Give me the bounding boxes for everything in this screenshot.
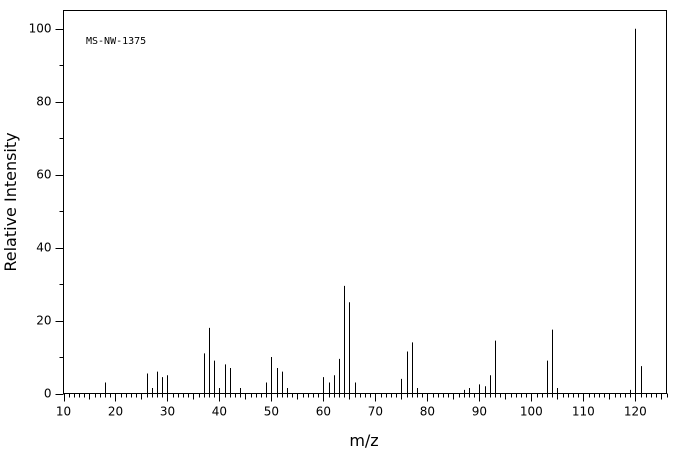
x-axis-ticks: 10 20 30 40 50 60 70 80 90 100 110 120 [56, 393, 668, 419]
spectrum-peaks [105, 28, 642, 394]
y-tick-label: 0 [44, 387, 52, 401]
y-tick-label: 40 [36, 241, 51, 255]
x-tick-label: 50 [264, 405, 279, 419]
y-axis-ticks: 0 20 40 60 80 100 [29, 22, 64, 401]
x-tick-label: 80 [420, 405, 435, 419]
x-tick-label: 90 [472, 405, 487, 419]
y-tick-label: 80 [36, 95, 51, 109]
plot-frame [63, 10, 667, 394]
spectrum-id-label: MS-NW-1375 [86, 36, 146, 47]
y-tick-label: 100 [29, 22, 52, 36]
x-tick-label: 110 [572, 405, 595, 419]
x-tick-label: 60 [316, 405, 331, 419]
y-tick-label: 20 [36, 314, 51, 328]
y-tick-label: 60 [36, 168, 51, 182]
x-tick-label: 100 [520, 405, 543, 419]
x-tick-label: 70 [368, 405, 383, 419]
x-axis-title: m/z [349, 431, 378, 450]
x-tick-label: 20 [108, 405, 123, 419]
y-axis-title: Relative Intensity [1, 132, 20, 271]
x-tick-label: 10 [56, 405, 71, 419]
x-tick-label: 40 [212, 405, 227, 419]
x-tick-label: 120 [624, 405, 647, 419]
x-tick-label: 30 [160, 405, 175, 419]
